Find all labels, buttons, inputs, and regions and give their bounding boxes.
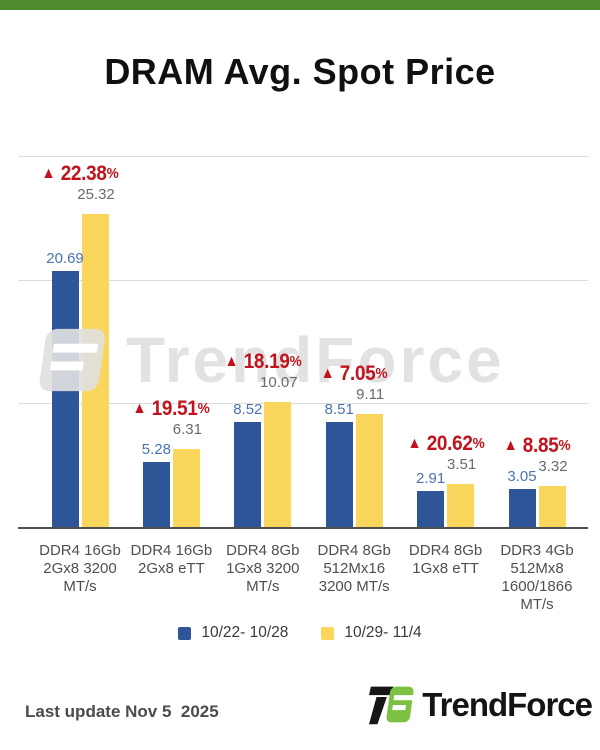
category-label: DDR4 8Gb 512Mx16 3200 MT/s bbox=[317, 542, 391, 595]
up-triangle-icon: ▲ bbox=[320, 365, 335, 383]
trendforce-logo-text: TrendForce bbox=[422, 685, 593, 723]
value-label-week1: 2.91 bbox=[415, 470, 446, 487]
legend-item-week1: 10/22- 10/28 bbox=[170, 624, 296, 642]
change-label: ▲ 8.85% bbox=[504, 434, 571, 458]
category-label: DDR4 8Gb 1Gx8 3200 MT/s bbox=[226, 542, 300, 595]
bar-week2 bbox=[172, 448, 200, 527]
value-label-week2: 3.51 bbox=[446, 455, 477, 473]
change-value: 22.38 bbox=[60, 161, 107, 185]
value-label-week1: 5.28 bbox=[141, 440, 171, 458]
legend-label: 10/22- 10/28 bbox=[201, 624, 289, 641]
bar-week2 bbox=[355, 414, 383, 527]
value-label-week2: 10.07 bbox=[260, 374, 298, 392]
page-title: DRAM Avg. Spot Price bbox=[104, 51, 496, 93]
percent-sign: % bbox=[558, 436, 571, 454]
gridline-10 bbox=[18, 403, 588, 405]
change-label: ▲ 7.05% bbox=[321, 362, 388, 386]
change-value: 7.05 bbox=[339, 362, 376, 386]
legend-swatch-yellow bbox=[321, 626, 335, 640]
value-label-week1: 20.69 bbox=[46, 250, 84, 268]
bar-week2 bbox=[538, 485, 566, 527]
up-triangle-icon: ▲ bbox=[503, 436, 518, 454]
change-value: 19.51 bbox=[152, 396, 199, 420]
gridline-30 bbox=[18, 156, 588, 157]
percent-sign: % bbox=[375, 365, 388, 383]
category-label: DDR4 16Gb 2Gx8 eTT bbox=[130, 542, 213, 577]
change-label: ▲ 20.62% bbox=[407, 432, 484, 456]
trendforce-logo-icon bbox=[369, 686, 414, 725]
bar-week1 bbox=[508, 489, 536, 527]
up-triangle-icon: ▲ bbox=[132, 399, 147, 417]
percent-sign: % bbox=[289, 353, 302, 371]
bar-week1 bbox=[234, 421, 262, 527]
bar-week1 bbox=[142, 461, 170, 527]
trendforce-logo: TrendForce bbox=[369, 681, 593, 728]
bar-week2 bbox=[264, 402, 292, 527]
bar-week1 bbox=[417, 491, 445, 527]
bar-week1 bbox=[51, 271, 79, 527]
value-label-week2: 25.32 bbox=[77, 185, 115, 203]
legend-item-week2: 10/29- 11/4 bbox=[313, 624, 429, 642]
up-triangle-icon: ▲ bbox=[407, 434, 421, 452]
bar-chart: TrendForce 20.69 25.32 ▲ 22.38% DDR4 16Gb 2G… bbox=[0, 140, 600, 613]
value-label-week1: 8.51 bbox=[324, 400, 354, 418]
x-axis-line bbox=[18, 527, 588, 529]
watermark-text: TrendForce bbox=[126, 324, 505, 396]
change-label: ▲ 22.38% bbox=[42, 162, 119, 186]
category-label: DDR4 16Gb 2Gx8 3200 MT/s bbox=[39, 542, 121, 595]
change-value: 18.19 bbox=[243, 350, 290, 374]
gridline-20 bbox=[18, 279, 588, 281]
change-label: ▲ 18.19% bbox=[224, 350, 301, 374]
change-value: 8.85 bbox=[522, 433, 559, 457]
category-label: DDR4 8Gb 1Gx8 eTT bbox=[408, 542, 483, 577]
up-triangle-icon: ▲ bbox=[224, 353, 239, 371]
category-label: DDR3 4Gb 512Mx8 1600/1866 MT/s bbox=[500, 542, 574, 613]
value-label-week2: 6.31 bbox=[172, 420, 202, 438]
bar-week1 bbox=[325, 421, 353, 527]
legend-swatch-blue bbox=[178, 626, 192, 640]
last-update-text: Last update Nov 5 2025 bbox=[25, 702, 219, 721]
percent-sign: % bbox=[106, 164, 119, 182]
percent-sign: % bbox=[472, 434, 485, 452]
up-triangle-icon: ▲ bbox=[41, 164, 56, 182]
value-label-week2: 3.32 bbox=[538, 457, 568, 475]
bar-week2 bbox=[447, 483, 475, 527]
top-accent-bar bbox=[0, 0, 600, 10]
percent-sign: % bbox=[198, 399, 210, 417]
value-label-week2: 9.11 bbox=[356, 386, 385, 404]
legend-label: 10/29- 11/4 bbox=[344, 624, 422, 641]
change-label: ▲ 19.51% bbox=[133, 397, 210, 421]
change-value: 20.62 bbox=[426, 431, 473, 455]
chart-legend: 10/22- 10/28 10/29- 11/4 bbox=[0, 624, 600, 642]
bar-week2 bbox=[81, 213, 109, 527]
value-label-week1: 8.52 bbox=[233, 400, 263, 418]
value-label-week1: 3.05 bbox=[507, 468, 537, 486]
